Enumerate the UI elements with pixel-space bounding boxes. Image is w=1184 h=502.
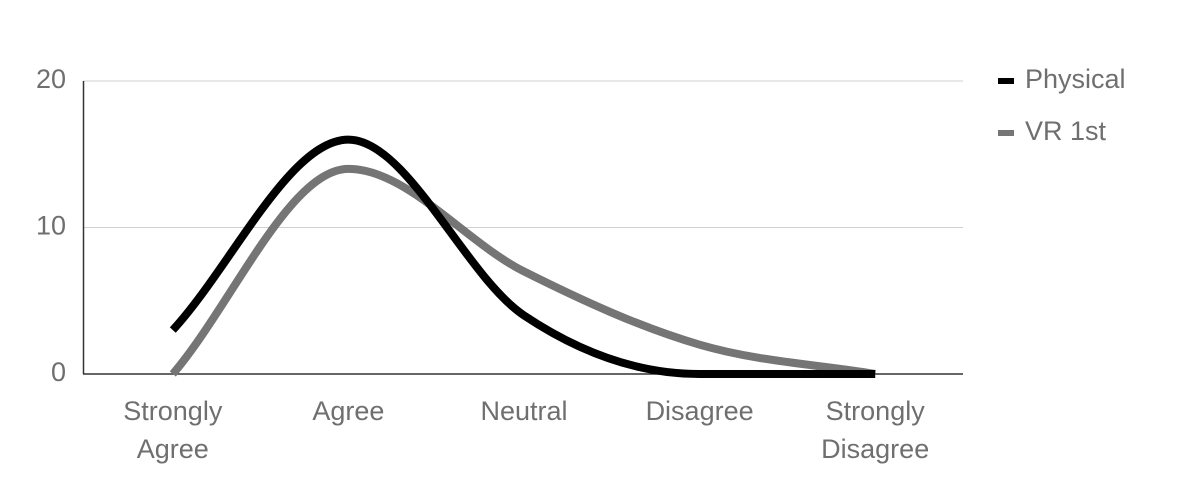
legend-label: Physical bbox=[1025, 64, 1126, 94]
series-line bbox=[169, 164, 876, 378]
series-line bbox=[169, 135, 876, 379]
x-tick-label: Strongly Disagree bbox=[821, 396, 930, 464]
x-tick-label: Strongly Agree bbox=[123, 396, 223, 464]
y-tick-label: 10 bbox=[36, 211, 66, 241]
x-tick-label: Neutral bbox=[480, 396, 568, 426]
y-tick-label: 0 bbox=[51, 357, 66, 387]
legend-swatch bbox=[998, 130, 1014, 136]
x-tick-label: Agree bbox=[312, 396, 385, 426]
x-tick-label: Disagree bbox=[645, 396, 754, 426]
legend-swatch bbox=[998, 78, 1014, 84]
legend-label: VR 1st bbox=[1025, 116, 1107, 146]
y-tick-label: 20 bbox=[36, 64, 66, 94]
